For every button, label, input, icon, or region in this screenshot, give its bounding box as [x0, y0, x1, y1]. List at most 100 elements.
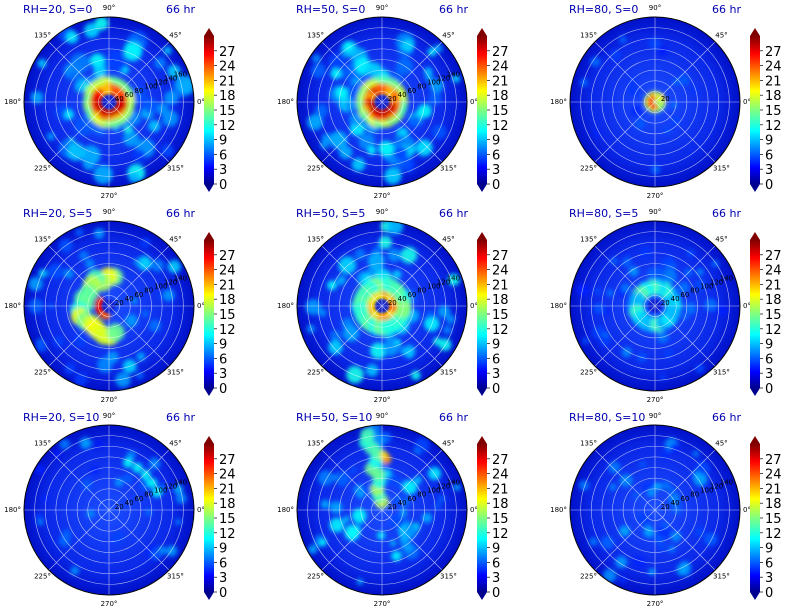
contour-field: [578, 437, 718, 584]
contour-cell: [433, 43, 443, 53]
colorbar-tick-label: 24: [219, 468, 236, 483]
grid-spoke: [321, 509, 383, 571]
contour-cell: [619, 525, 630, 537]
colorbar-tick-label: 0: [219, 178, 227, 193]
angle-label: 0°: [197, 506, 205, 514]
contour-cell: [314, 104, 328, 118]
contour-cell: [84, 22, 100, 38]
radial-tick-label: 60: [407, 291, 416, 299]
contour-cell: [423, 67, 433, 76]
radial-tick-label: 140: [447, 71, 460, 79]
angle-label: 315°: [167, 368, 184, 376]
colorbar-tick-label: 18: [492, 89, 509, 104]
angle-label: 315°: [167, 572, 184, 580]
contour-cell: [175, 492, 187, 504]
angle-label: 180°: [4, 506, 21, 514]
panel-title: RH=50, S=0: [296, 3, 365, 16]
colorbar-tick-label: 9: [765, 338, 773, 353]
contour-cell: [38, 269, 48, 278]
angle-label: 270°: [101, 396, 118, 404]
contour-cell: [579, 78, 589, 87]
contour-cell: [37, 58, 47, 69]
colorbar-extend-top: [477, 436, 487, 444]
grid-spoke: [381, 101, 443, 163]
panel-title: RH=80, S=10: [569, 411, 645, 424]
angle-label: 270°: [101, 600, 118, 608]
colorbar-bar: [204, 240, 214, 388]
panel-rh80-s10: RH=80, S=10 66 hr2040608010012014090°45°0…: [550, 411, 781, 608]
contour-cell: [663, 126, 672, 135]
angle-label: 135°: [34, 32, 51, 40]
contour-cell: [660, 374, 667, 381]
contour-cell: [53, 336, 64, 347]
contour-cell: [401, 39, 415, 52]
angle-label: 225°: [580, 164, 597, 172]
colorbar-tick-label: 9: [492, 542, 500, 557]
colorbar-extend-bottom: [750, 184, 760, 192]
colorbar-extend-top: [204, 28, 214, 36]
colorbar-tick-label: 12: [219, 527, 236, 542]
polar-frame: [23, 220, 195, 392]
angle-label: 225°: [34, 164, 51, 172]
contour-cell: [122, 473, 133, 484]
contour-cell: [148, 119, 161, 132]
contour-cell: [388, 474, 400, 486]
colorbar-tick-label: 9: [765, 134, 773, 149]
contour-cell: [362, 484, 373, 495]
contour-cell: [349, 466, 357, 474]
colorbar-extend-bottom: [750, 388, 760, 396]
contour-cell: [618, 575, 627, 584]
contour-cell: [664, 304, 681, 321]
angle-label: 45°: [169, 440, 181, 448]
angle-label: 90°: [376, 412, 388, 420]
colorbar-extend-top: [204, 436, 214, 444]
contour-cell: [123, 457, 134, 468]
radial-tick-label: 140: [720, 479, 733, 487]
contour-cell: [424, 315, 440, 332]
contour-cell: [695, 363, 705, 374]
panel-time: 66 hr: [439, 3, 468, 16]
colorbar-extend-top: [750, 28, 760, 36]
contour-cell: [28, 276, 43, 291]
contour-cell: [453, 483, 461, 491]
grid-spoke: [321, 101, 383, 163]
panel-rh50-s5: RH=50, S=5 66 hr2040608010012014090°45°0°…: [277, 207, 508, 404]
colorbar-tick-label: 6: [219, 148, 227, 163]
colorbar-bar: [477, 240, 487, 388]
colorbar-tick-label: 12: [765, 323, 782, 338]
angle-label: 135°: [34, 440, 51, 448]
radial-tick-label: 20: [661, 95, 670, 103]
angle-label: 225°: [307, 368, 324, 376]
contour-cell: [151, 487, 162, 498]
contour-cell: [67, 142, 85, 161]
colorbar-tick-label: 27: [492, 453, 509, 468]
contour-cell: [37, 518, 44, 526]
panel-rh20-s10: RH=20, S=10 66 hr2040608010012014090°45°0…: [4, 411, 235, 608]
radial-tick-label: 40: [398, 295, 407, 303]
colorbar-tick-label: 21: [765, 74, 782, 89]
polar-frame: [23, 424, 195, 596]
contour-cell: [615, 556, 628, 569]
angle-label: 45°: [715, 32, 727, 40]
angle-label: 90°: [376, 208, 388, 216]
contour-cell: [403, 480, 418, 495]
radial-tick-label: 120: [437, 483, 450, 491]
grid-spoke: [321, 41, 383, 103]
colorbar-tick-label: 12: [492, 119, 509, 134]
panel-time: 66 hr: [166, 207, 195, 220]
contour-cell: [30, 91, 44, 104]
contour-cell: [115, 101, 124, 110]
contour-cell: [379, 450, 388, 459]
radial-tick-label: 80: [417, 287, 426, 295]
contour-cell: [342, 325, 360, 342]
contour-cell: [133, 149, 146, 162]
contour-cell: [53, 449, 62, 458]
contour-cell: [668, 493, 681, 505]
contour-cell: [439, 338, 452, 351]
contour-cell: [678, 73, 690, 86]
contour-cell: [421, 512, 433, 524]
radial-tick-label: 160: [174, 71, 187, 79]
radial-tick-label: 40: [125, 499, 134, 507]
